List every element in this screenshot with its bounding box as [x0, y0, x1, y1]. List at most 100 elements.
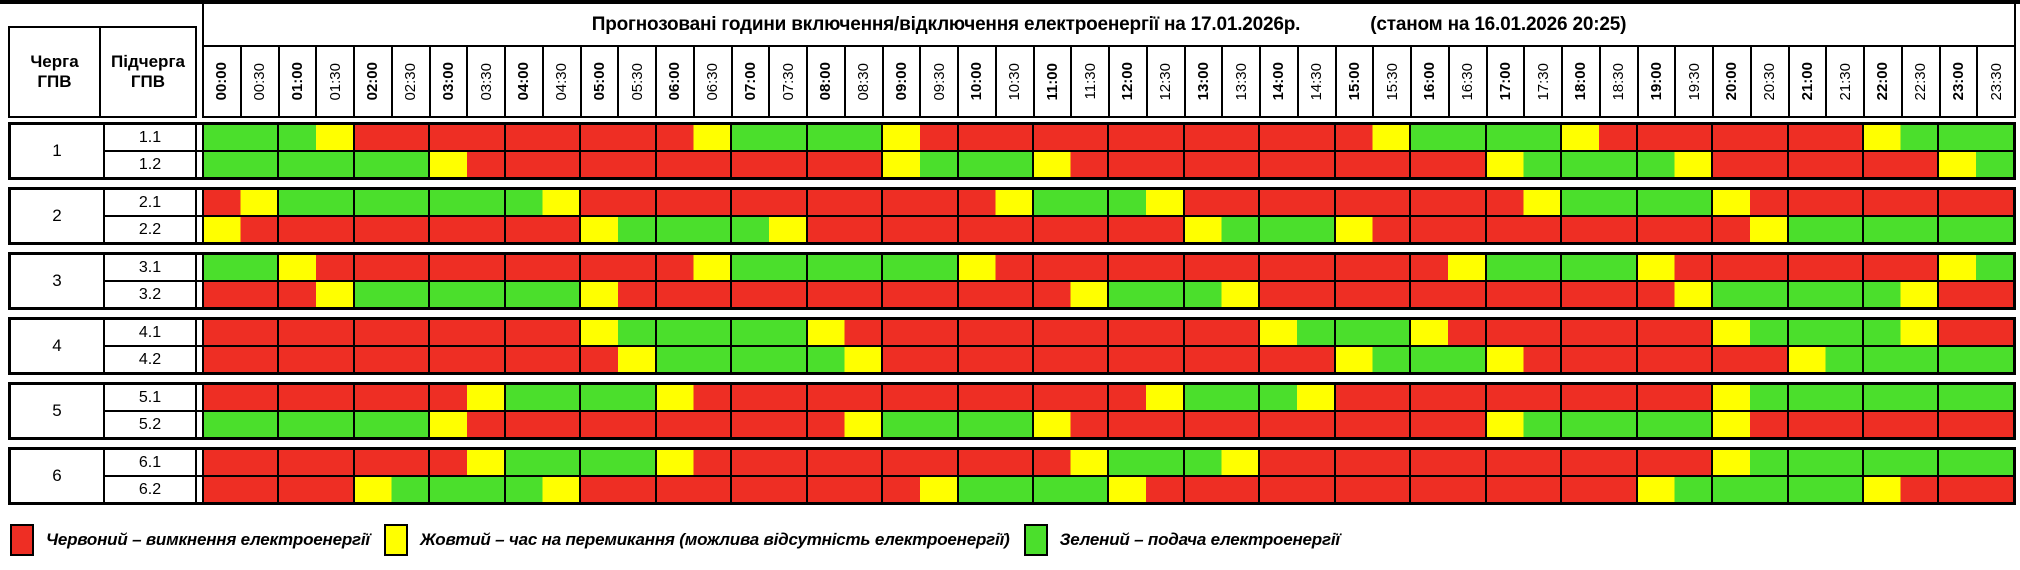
slot-6.1-16:00 [1409, 450, 1485, 475]
slot-1.2-10:00 [956, 152, 1032, 177]
slot-2.1-21:00 [1786, 190, 1862, 215]
time-label-text: 03:30 [477, 62, 495, 101]
slot-4.2-23:00 [1937, 347, 2013, 372]
slot-4.1-18:00 [1560, 320, 1636, 345]
slot-6.1-14:00 [1258, 450, 1334, 475]
time-label-09:00: 09:00 [881, 47, 920, 116]
time-label-text: 14:00 [1270, 62, 1288, 101]
queue-number-1: 1 [11, 125, 105, 177]
time-label-01:30: 01:30 [315, 47, 353, 116]
slot-3.2-08:00 [805, 282, 882, 307]
slot-1.1-12:00 [1107, 125, 1183, 150]
time-label-text: 05:30 [628, 62, 646, 101]
slot-4.2-22:00 [1861, 347, 1938, 372]
time-label-text: 02:00 [364, 62, 382, 101]
slot-4.2-01:00 [277, 347, 353, 372]
slot-6.2-21:00 [1786, 477, 1862, 502]
schedule-row-2.1: 2.1 [105, 190, 2013, 217]
page-title: Прогнозовані години включення/відключенн… [591, 13, 1301, 35]
time-label-22:30: 22:30 [1900, 47, 1939, 116]
slot-4.1-19:00 [1635, 320, 1712, 345]
slot-4.2-08:00 [805, 347, 882, 372]
slot-2.1-01:00 [277, 190, 353, 215]
slot-6.1-07:00 [730, 450, 806, 475]
title-row: Прогнозовані години включення/відключенн… [204, 4, 2014, 47]
slot-4.2-10:00 [956, 347, 1032, 372]
slot-6.2-12:00 [1107, 477, 1183, 502]
header: Черга ГПВ Підчерга ГПВ Прогнозовані годи… [8, 4, 2016, 118]
slot-2.2-22:00 [1861, 217, 1938, 242]
time-label-15:30: 15:30 [1372, 47, 1410, 116]
slot-cells-5.1 [202, 385, 2013, 410]
slot-6.2-20:00 [1711, 477, 1787, 502]
slot-5.1-04:00 [503, 385, 580, 410]
slot-6.2-15:00 [1333, 477, 1410, 502]
time-label-text: 17:30 [1534, 62, 1552, 101]
time-label-text: 18:30 [1610, 62, 1628, 101]
slot-3.2-22:00 [1861, 282, 1938, 307]
subqueue-label-4.1: 4.1 [105, 320, 197, 345]
slot-1.1-07:00 [730, 125, 806, 150]
queue-number-6: 6 [11, 450, 105, 502]
slot-6.2-04:00 [503, 477, 580, 502]
slot-5.2-22:00 [1861, 412, 1938, 437]
time-label-text: 16:00 [1421, 62, 1439, 101]
slot-5.2-08:00 [805, 412, 882, 437]
queue-number-2: 2 [11, 190, 105, 242]
slot-3.1-21:00 [1786, 255, 1862, 280]
row-gap [197, 152, 202, 177]
slot-2.2-09:00 [881, 217, 957, 242]
time-label-text: 23:00 [1949, 62, 1967, 101]
slot-4.1-02:00 [352, 320, 429, 345]
slot-1.1-14:00 [1258, 125, 1334, 150]
slot-4.2-17:00 [1484, 347, 1561, 372]
slot-3.1-13:00 [1182, 255, 1259, 280]
slot-cells-6.1 [202, 450, 2013, 475]
slot-6.1-21:00 [1786, 450, 1862, 475]
slot-6.2-03:00 [428, 477, 504, 502]
slot-3.2-09:00 [881, 282, 957, 307]
slot-6.2-05:00 [579, 477, 655, 502]
slot-1.1-03:00 [428, 125, 504, 150]
time-label-00:00: 00:00 [204, 47, 240, 116]
slot-3.1-04:00 [503, 255, 580, 280]
time-label-text: 04:30 [553, 62, 571, 101]
slot-1.2-15:00 [1333, 152, 1410, 177]
slot-1.1-11:00 [1031, 125, 1108, 150]
slot-cells-6.2 [202, 477, 2013, 502]
slot-cells-3.1 [202, 255, 2013, 280]
slot-2.2-15:00 [1333, 217, 1410, 242]
slot-2.1-13:00 [1182, 190, 1259, 215]
slot-5.2-10:00 [956, 412, 1032, 437]
queue-group-2: 2 2.1 2.2 [8, 187, 2016, 245]
slot-6.1-15:00 [1333, 450, 1410, 475]
slot-5.2-15:00 [1333, 412, 1410, 437]
slot-5.1-11:00 [1031, 385, 1108, 410]
slot-1.2-08:00 [805, 152, 882, 177]
slot-1.1-09:00 [881, 125, 957, 150]
slot-2.2-12:00 [1107, 217, 1183, 242]
slot-1.2-02:00 [352, 152, 429, 177]
slot-2.2-13:00 [1182, 217, 1259, 242]
slot-6.2-17:00 [1484, 477, 1561, 502]
subqueue-label-2.2: 2.2 [105, 217, 197, 242]
slot-3.2-19:00 [1635, 282, 1712, 307]
slot-4.1-10:00 [956, 320, 1032, 345]
time-label-04:30: 04:30 [541, 47, 580, 116]
slot-3.2-17:00 [1484, 282, 1561, 307]
slot-5.1-18:00 [1560, 385, 1636, 410]
slot-6.2-09:00 [881, 477, 957, 502]
time-label-text: 15:30 [1383, 62, 1401, 101]
slot-5.2-18:00 [1560, 412, 1636, 437]
time-label-text: 20:00 [1723, 62, 1741, 101]
slot-4.1-11:00 [1031, 320, 1108, 345]
slot-2.1-15:00 [1333, 190, 1410, 215]
slot-3.2-04:00 [503, 282, 580, 307]
schedule-row-2.2: 2.2 [105, 217, 2013, 242]
slot-2.1-20:00 [1711, 190, 1787, 215]
slot-1.2-12:00 [1107, 152, 1183, 177]
time-label-text: 10:30 [1006, 62, 1024, 101]
time-label-19:00: 19:00 [1636, 47, 1675, 116]
slot-3.2-03:00 [428, 282, 504, 307]
slot-5.2-04:00 [503, 412, 580, 437]
